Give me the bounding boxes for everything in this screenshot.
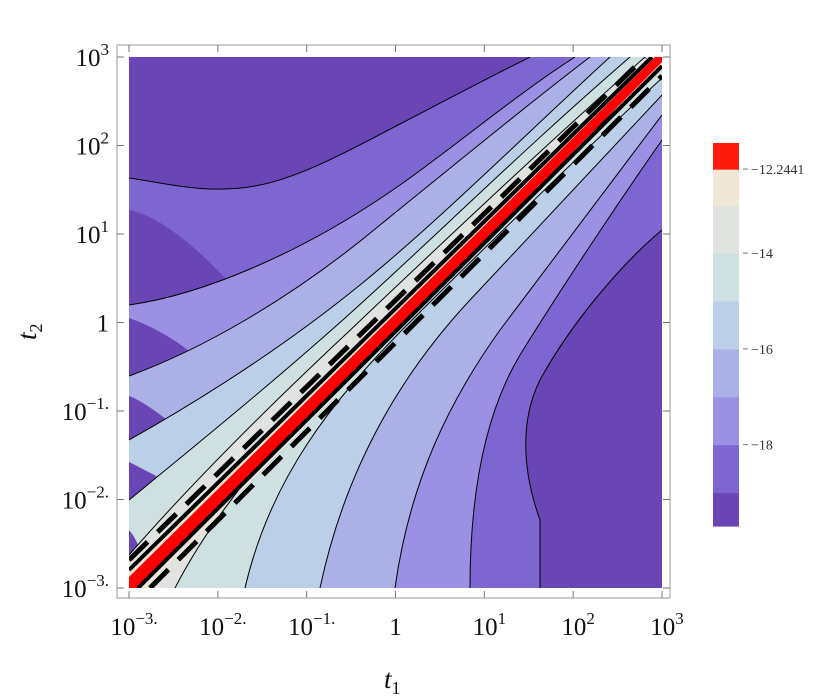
colorbar-tick-label: −12.2441: [751, 163, 804, 178]
colorbar-swatch: [713, 300, 739, 350]
plot-frame: [116, 44, 671, 599]
colorbar-tick-label: −16: [751, 343, 773, 358]
x-tick-label: 103: [650, 609, 684, 641]
colorbar-swatch: [713, 143, 739, 170]
x-tick-label: 10−3.: [110, 609, 157, 641]
colorbar-swatch: [713, 396, 739, 446]
y-tick-label: 1: [97, 311, 110, 338]
colorbar-swatch: [713, 169, 739, 206]
colorbar: −12.2441 −14 −16 −18: [713, 143, 804, 527]
y-tick-label: 101: [76, 217, 110, 249]
y-tick-label: 10−1.: [62, 394, 109, 426]
colorbar-tick-label: −18: [751, 439, 773, 454]
x-tick-label: 102: [561, 609, 595, 641]
x-axis-title: t1: [384, 664, 401, 696]
x-tick-label: 10−2.: [199, 609, 246, 641]
y-tick-label: 102: [76, 129, 110, 161]
y-axis-ticks: 10−3. 10−2. 10−1. 1 101 102 103: [62, 40, 670, 603]
colorbar-tick-label: −14: [751, 247, 773, 262]
contour-plot: [129, 57, 662, 588]
diagonal-boundary-lines: [129, 57, 662, 588]
colorbar-swatch: [713, 205, 739, 254]
diagonal-peak-region: [129, 57, 662, 588]
colorbar-swatch: [713, 444, 739, 494]
colorbar-swatch: [713, 253, 739, 302]
x-tick-label: 101: [473, 609, 507, 641]
x-tick-label: 10−1.: [288, 609, 335, 641]
colorbar-swatch: [713, 348, 739, 398]
colorbar-swatch: [713, 492, 739, 527]
x-axis-ticks: 10−3. 10−2. 10−1. 1 101 102 103: [110, 45, 684, 641]
y-tick-label: 10−2.: [62, 483, 109, 515]
y-tick-label: 103: [76, 40, 110, 72]
y-tick-label: 10−3.: [62, 571, 109, 603]
y-axis-title: t2: [12, 323, 46, 340]
x-tick-label: 1: [389, 614, 402, 641]
